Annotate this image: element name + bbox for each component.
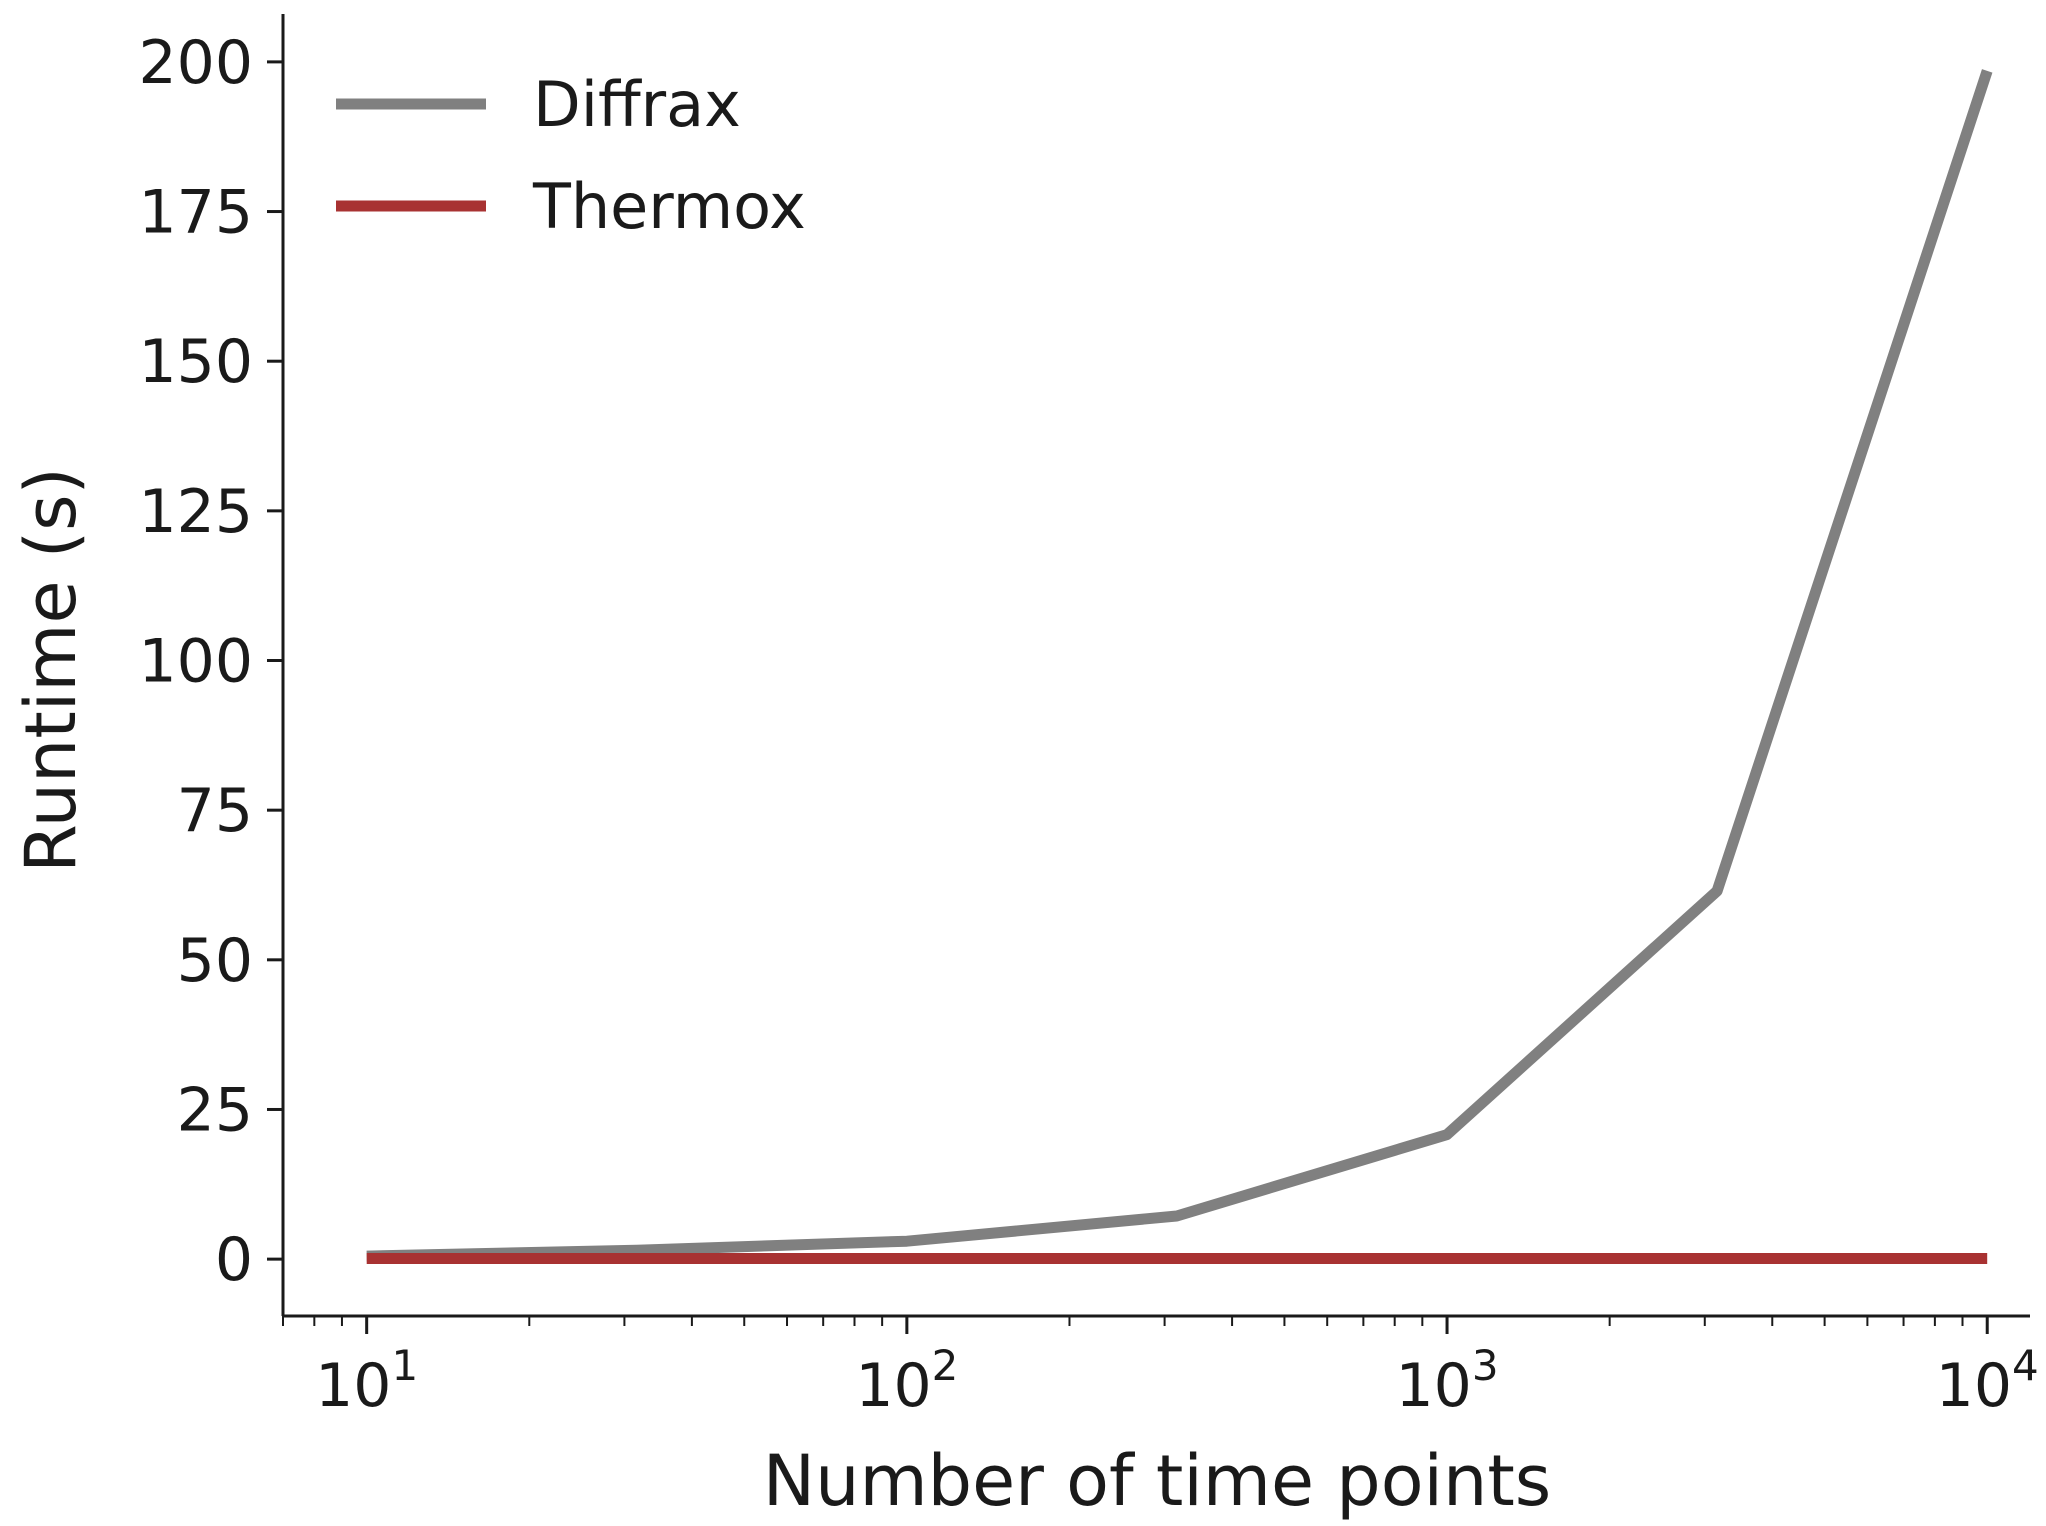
x-ticks: 101 102 103 104: [315, 1316, 2039, 1421]
x-tick-exponent: 3: [1472, 1341, 1499, 1390]
axes: [281, 14, 2030, 1318]
y-tick-label: 0: [215, 1225, 253, 1295]
y-tick-label: 200: [138, 28, 253, 98]
y-axis-title: Runtime (s): [10, 467, 92, 873]
series-line-diffrax: [366, 69, 1993, 1262]
x-tick-exponent: 4: [2012, 1341, 2039, 1390]
x-tick-label: 103: [1395, 1341, 1498, 1421]
x-tick-label: 102: [855, 1341, 958, 1421]
x-tick-base: 10: [855, 1351, 931, 1421]
y-tick-label: 175: [138, 178, 253, 248]
x-tick-label: 104: [1936, 1341, 2039, 1421]
x-tick-base: 10: [315, 1351, 391, 1421]
x-tick-exponent: 1: [391, 1341, 418, 1390]
legend-label-thermox: Thermox: [532, 170, 806, 243]
x-tick-base: 10: [1395, 1351, 1471, 1421]
y-tick-label: 125: [138, 477, 253, 547]
x-tick-exponent: 2: [932, 1341, 959, 1390]
y-tick-label: 100: [138, 627, 253, 697]
x-tick-label: 101: [315, 1341, 418, 1421]
series-lines: [366, 69, 1993, 1264]
y-tick-label: 50: [177, 926, 253, 996]
x-axis-title: Number of time points: [763, 1440, 1552, 1522]
x-minor-ticks: [282, 1316, 1964, 1326]
y-tick-label: 75: [177, 776, 253, 846]
legend: Diffrax Thermox: [336, 68, 806, 243]
y-tick-label: 25: [177, 1075, 253, 1145]
x-tick-base: 10: [1936, 1351, 2012, 1421]
legend-label-diffrax: Diffrax: [533, 68, 741, 141]
y-ticks: 0 25 50 75 100 125 150 175 200: [138, 28, 283, 1295]
y-tick-label: 150: [138, 327, 253, 397]
